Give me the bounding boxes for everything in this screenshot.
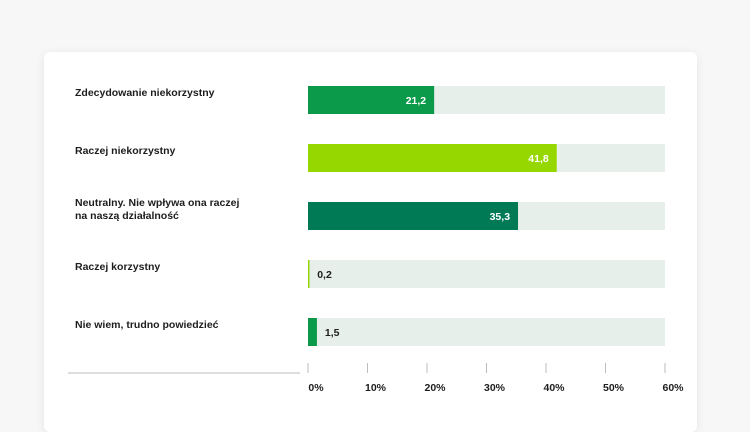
x-tick-label: 10% xyxy=(365,382,387,394)
category-label: Neutralny. Nie wpływa ona raczej na naszą… xyxy=(75,197,239,222)
bar-track xyxy=(308,260,665,288)
bar xyxy=(308,86,435,114)
bar xyxy=(308,144,557,172)
x-tick-label: 40% xyxy=(543,382,565,394)
bar-track xyxy=(308,318,665,346)
chart-card xyxy=(44,52,697,432)
value-label: 1,5 xyxy=(325,327,340,339)
value-label: 0,2 xyxy=(317,269,332,281)
category-label: Raczej korzystny xyxy=(75,261,160,273)
x-tick-label: 20% xyxy=(424,382,446,394)
bar xyxy=(308,260,310,288)
x-tick-label: 60% xyxy=(662,382,684,394)
category-label: Raczej niekorzystny xyxy=(75,145,176,157)
x-tick-label: 50% xyxy=(603,382,625,394)
x-tick-label: 30% xyxy=(484,382,506,394)
value-label: 21,2 xyxy=(406,95,427,107)
bar xyxy=(308,202,519,230)
category-label: Zdecydowanie niekorzystny xyxy=(75,87,215,99)
x-tick-label: 0% xyxy=(308,382,324,394)
value-label: 35,3 xyxy=(490,211,511,223)
category-label: Nie wiem, trudno powiedzieć xyxy=(75,319,219,331)
bar xyxy=(308,318,317,346)
value-label: 41,8 xyxy=(528,153,549,165)
bar-chart: Zdecydowanie niekorzystny 21,2 Raczej niek… xyxy=(68,86,684,394)
